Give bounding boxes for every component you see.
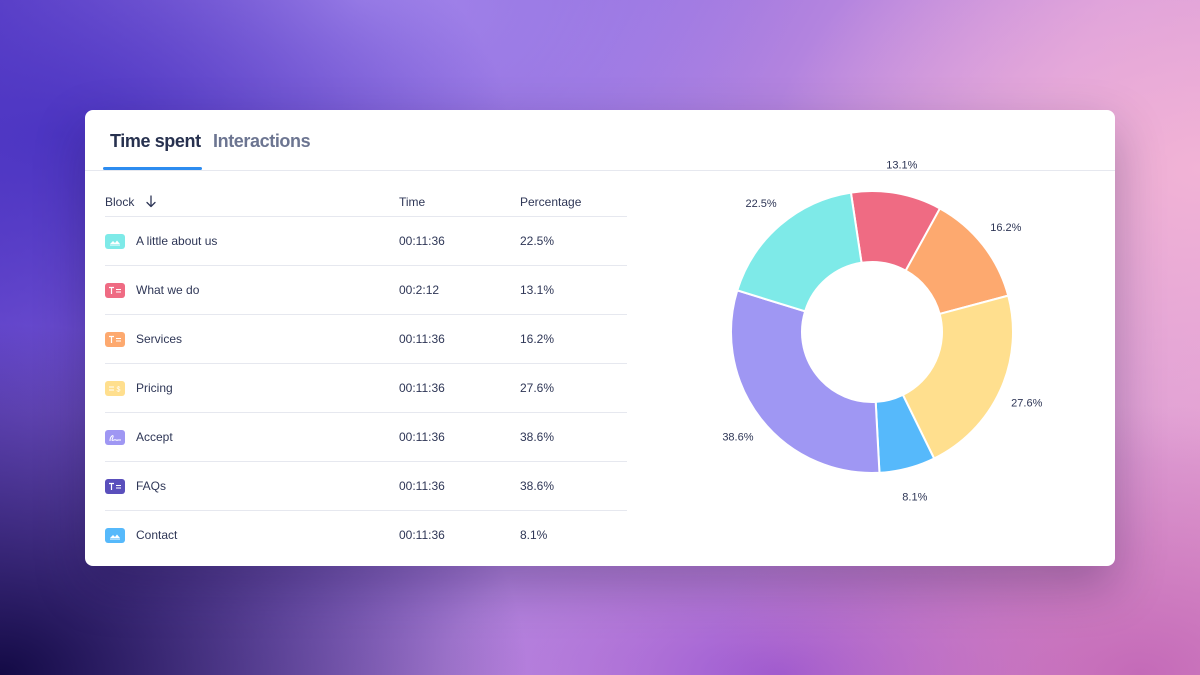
table-header: Block Time Percentage: [105, 186, 627, 217]
column-header-block-label: Block: [105, 195, 135, 209]
column-header-time: Time: [399, 195, 426, 209]
block-percentage: 38.6%: [520, 430, 555, 444]
slice-label: 22.5%: [746, 198, 777, 210]
text-block-icon: [105, 283, 125, 298]
table-row[interactable]: $ Pricing 00:11:36 27.6%: [105, 364, 627, 413]
table-row[interactable]: A little about us 00:11:36 22.5%: [105, 217, 627, 266]
block-percentage: 22.5%: [520, 234, 555, 248]
block-time: 00:11:36: [399, 528, 445, 542]
table-row[interactable]: Services 00:11:36 16.2%: [105, 315, 627, 364]
block-percentage: 38.6%: [520, 479, 555, 493]
block-percentage: 27.6%: [520, 381, 555, 395]
block-time: 00:11:36: [399, 381, 445, 395]
analytics-card: Time spent Interactions Block Time Perce…: [85, 110, 1115, 566]
block-name: Contact: [136, 528, 178, 542]
text-block-icon: [105, 332, 125, 347]
slice-label: 13.1%: [886, 160, 917, 172]
donut-chart: 13.1% 16.2% 27.6% 8.1% 38.6% 22.5%: [685, 150, 1105, 550]
svg-text:$: $: [117, 387, 121, 394]
block-name: Accept: [136, 430, 173, 444]
signature-block-icon: [105, 430, 125, 445]
block-percentage: 16.2%: [520, 332, 555, 346]
block-name: A little about us: [136, 234, 218, 248]
block-time: 00:11:36: [399, 332, 445, 346]
block-time: 00:2:12: [399, 283, 440, 297]
image-block-icon: [105, 234, 125, 249]
text-block-icon: [105, 479, 125, 494]
donut-slice[interactable]: [736, 191, 863, 313]
donut-chart-svg: 13.1% 16.2% 27.6% 8.1% 38.6% 22.5%: [722, 160, 1042, 504]
tab-interactions[interactable]: Interactions: [213, 131, 311, 151]
block-name: FAQs: [136, 479, 167, 493]
block-time: 00:11:36: [399, 234, 445, 248]
block-name: Services: [136, 332, 183, 346]
donut-slice[interactable]: [901, 294, 1014, 460]
donut-slice[interactable]: [730, 289, 881, 474]
block-percentage: 8.1%: [520, 528, 548, 542]
column-header-block[interactable]: Block: [105, 195, 157, 211]
slice-label: 38.6%: [722, 432, 753, 444]
tab-time-spent[interactable]: Time spent: [110, 131, 201, 151]
tab-bar: Time spent Interactions: [85, 110, 1115, 171]
table-row[interactable]: FAQs 00:11:36 38.6%: [105, 462, 627, 511]
block-percentage: 13.1%: [520, 283, 555, 297]
pricing-block-icon: $: [105, 381, 125, 396]
table-row[interactable]: What we do 00:2:12 13.1%: [105, 266, 627, 315]
arrow-down-icon[interactable]: [145, 195, 157, 211]
block-name: What we do: [136, 283, 200, 297]
slice-label: 16.2%: [990, 222, 1021, 234]
slice-label: 27.6%: [1011, 397, 1042, 409]
block-table: Block Time Percentage A little about us 0…: [105, 186, 627, 559]
slice-label: 8.1%: [902, 492, 927, 504]
active-tab-indicator: [103, 167, 202, 170]
image-block-icon: [105, 528, 125, 543]
table-row[interactable]: Contact 00:11:36 8.1%: [105, 511, 627, 559]
column-header-percentage: Percentage: [520, 195, 582, 209]
block-name: Pricing: [136, 381, 173, 395]
block-time: 00:11:36: [399, 479, 445, 493]
table-row[interactable]: Accept 00:11:36 38.6%: [105, 413, 627, 462]
block-time: 00:11:36: [399, 430, 445, 444]
